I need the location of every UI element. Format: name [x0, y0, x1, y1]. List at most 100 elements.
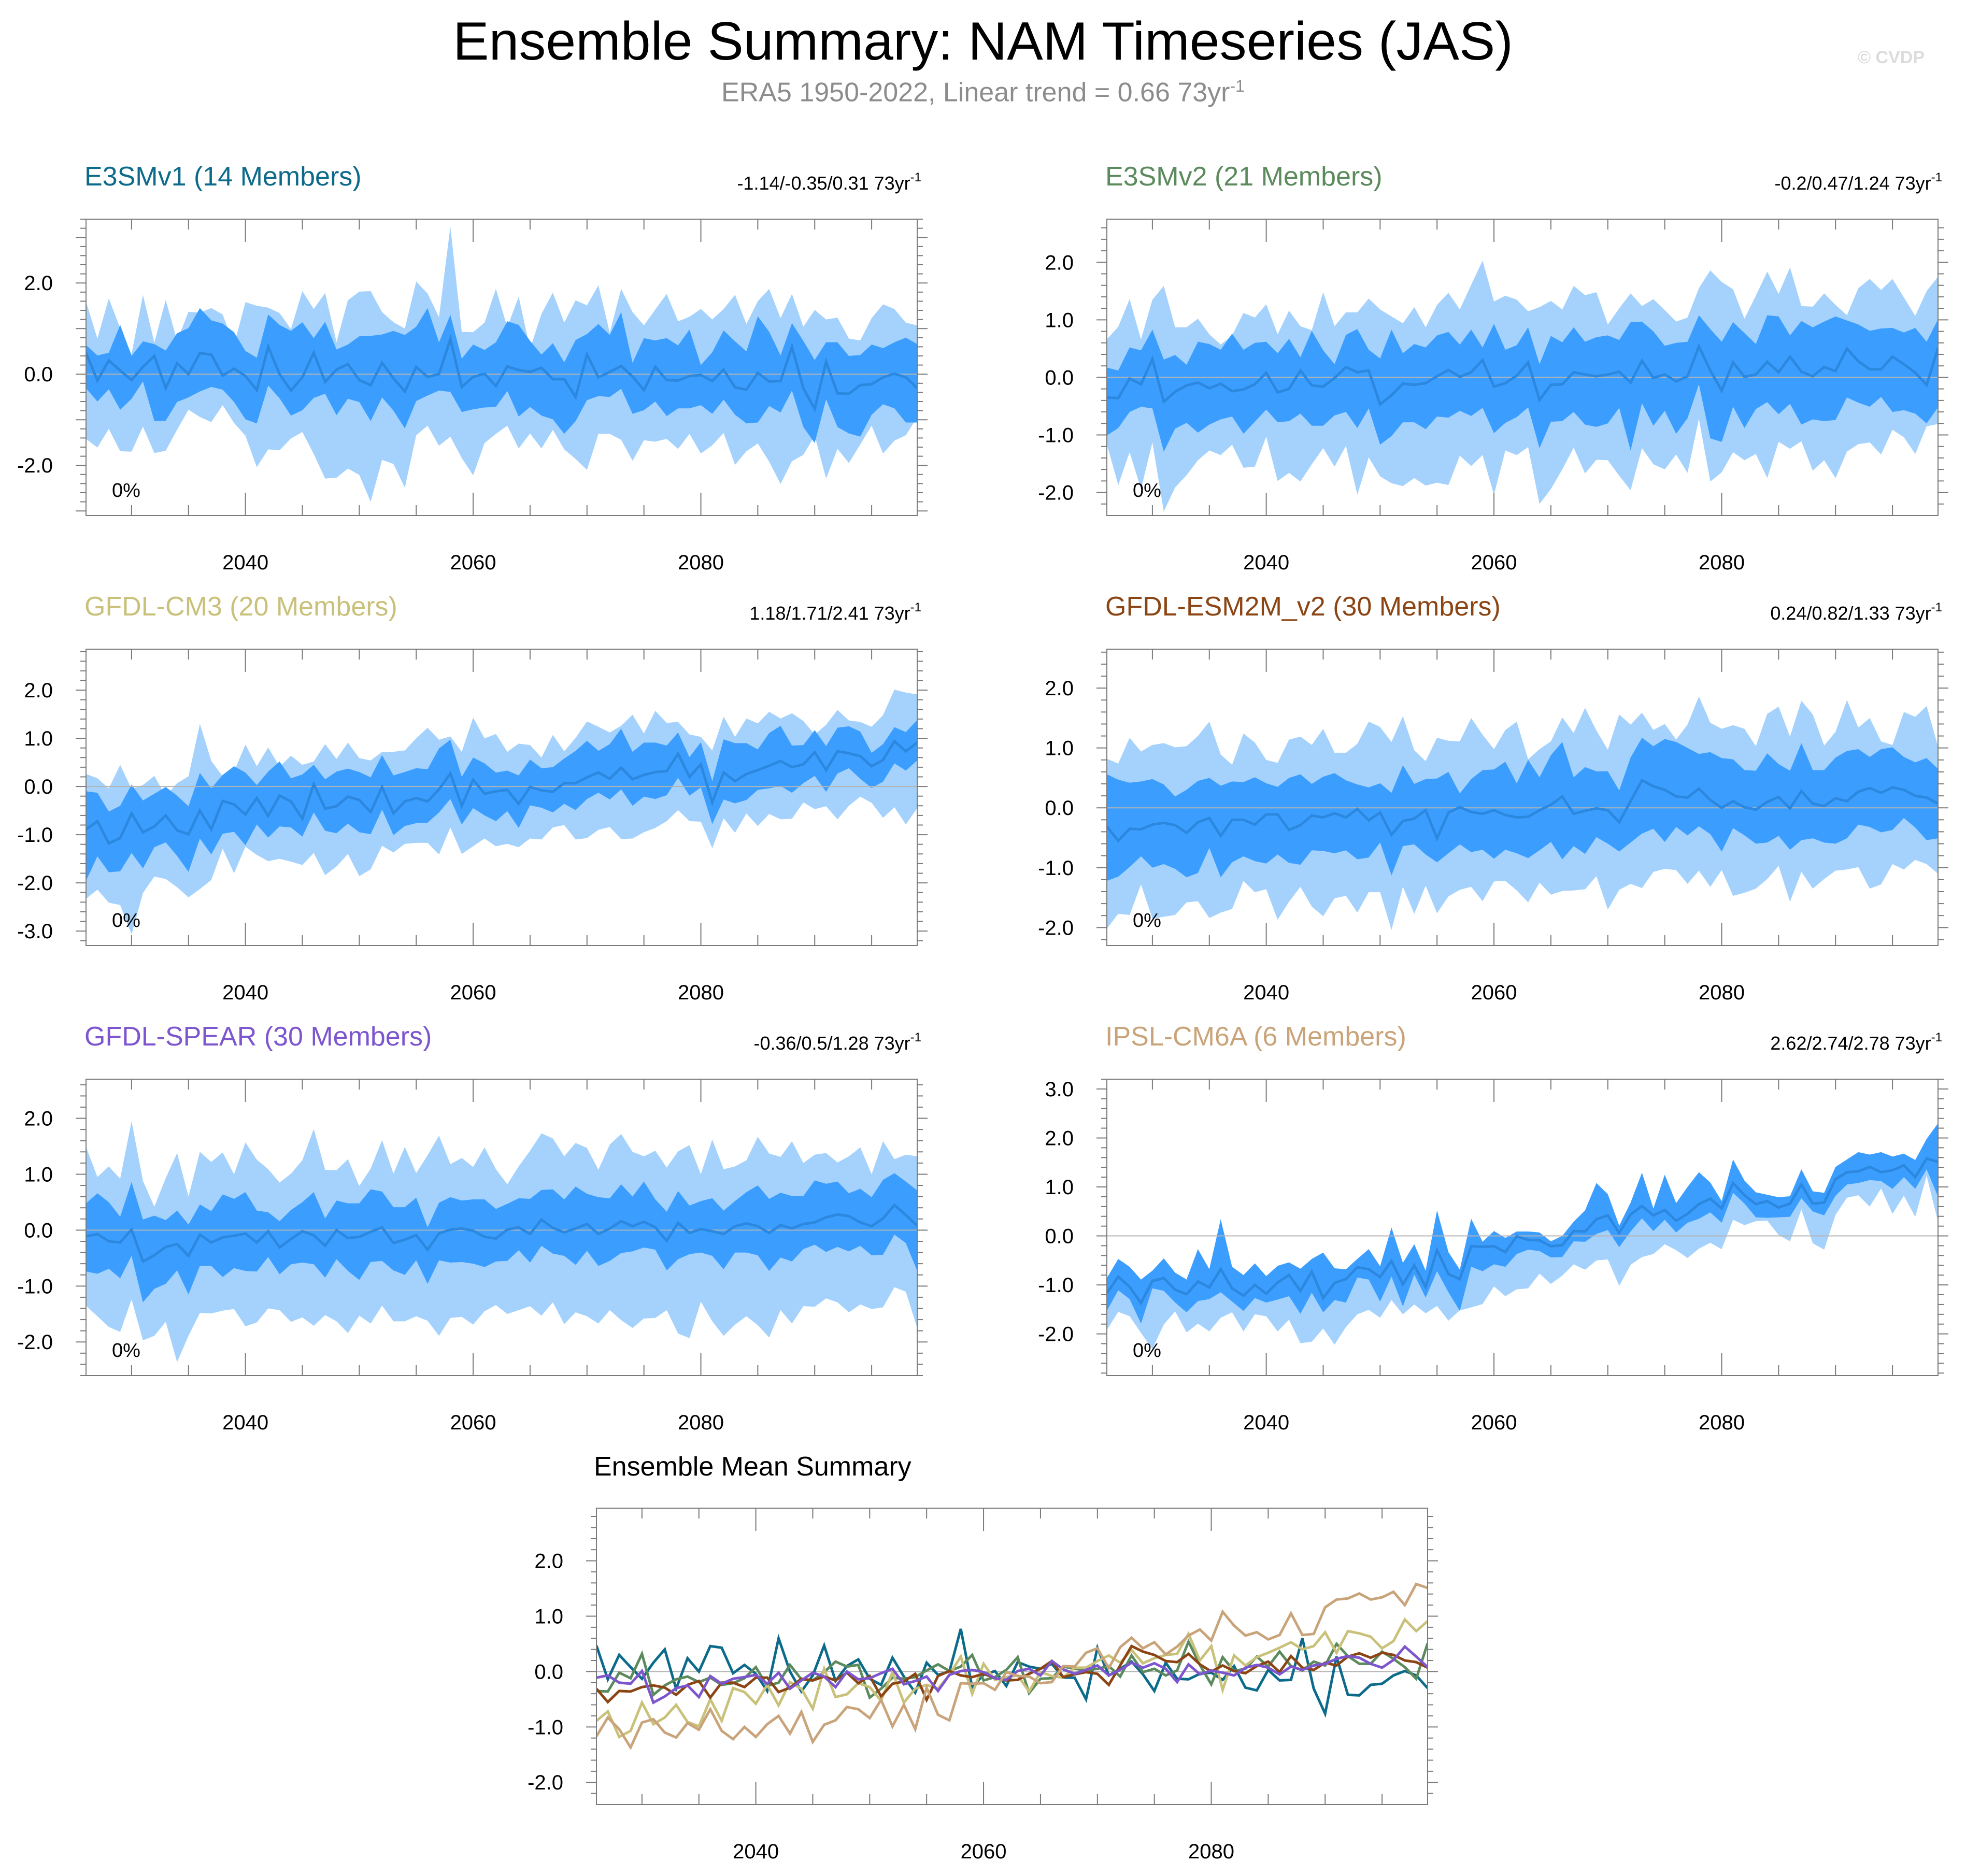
trend-label: 0.24/0.82/1.33 73yr-1	[1770, 600, 1942, 624]
y-tick-label: -2.0	[17, 454, 53, 477]
x-tick-label: 2040	[1243, 1411, 1289, 1434]
x-tick-label: 2080	[678, 981, 724, 1004]
percent-label: 0%	[112, 1340, 140, 1362]
y-tick-label: 1.0	[534, 1605, 563, 1628]
y-tick-label: 1.0	[1045, 1176, 1074, 1199]
trend-value: -1.14/-0.35/0.31 73yr	[737, 173, 910, 194]
x-tick-label: 2080	[1188, 1840, 1234, 1863]
panel-2: GFDL-CM3 (20 Members) 1.18/1.71/2.41 73yr…	[17, 592, 928, 1004]
panel-5: IPSL-CM6A (6 Members) 2.62/2.74/2.78 73yr…	[1038, 1022, 1948, 1434]
y-tick-label: -1.0	[17, 824, 53, 847]
x-tick-label: 2040	[222, 1411, 268, 1434]
y-tick-label: -1.0	[1038, 857, 1074, 880]
panel-title: E3SMv1 (14 Members)	[84, 162, 362, 192]
plot-frame	[1106, 649, 1939, 946]
x-tick-label: 2060	[450, 1411, 496, 1434]
ensemble-mean-line	[86, 334, 917, 412]
trend-value: -0.36/0.5/1.28 73yr	[753, 1033, 910, 1054]
x-tick-label: 2040	[222, 981, 268, 1004]
plot-area	[1107, 696, 1938, 930]
panel-6: Ensemble Mean Summary -2.0 -1.0 0.0 1.0 2.0 20…	[528, 1452, 1438, 1863]
subtitle-exponent: -1	[1230, 77, 1245, 95]
trend-label: 2.62/2.74/2.78 73yr-1	[1770, 1030, 1942, 1054]
trend-label: -0.36/0.5/1.28 73yr-1	[753, 1030, 921, 1054]
inner-spread-band	[1107, 1123, 1938, 1324]
x-tick-label: 2060	[1471, 551, 1517, 574]
y-tick-label: -2.0	[1038, 1323, 1074, 1346]
y-tick-label: -2.0	[1038, 482, 1074, 505]
plot-frame	[1106, 219, 1939, 516]
x-tick-label: 2040	[1243, 981, 1289, 1004]
plot-frame	[1106, 1079, 1939, 1376]
plot-frame	[86, 1079, 918, 1376]
panel-title: E3SMv2 (21 Members)	[1105, 162, 1383, 192]
x-tick-label: 2080	[1699, 981, 1745, 1004]
x-tick-label: 2080	[1699, 551, 1745, 574]
plot-frame	[596, 1508, 1428, 1805]
y-tick-label: 1.0	[1045, 737, 1074, 760]
y-tick-label: 2.0	[1045, 251, 1074, 274]
trend-exponent: -1	[910, 600, 921, 614]
ensemble-mean-line	[1107, 778, 1938, 843]
inner-spread-band	[86, 1173, 917, 1302]
series-line-gfdl-cm3	[596, 1617, 1428, 1739]
y-tick-label: 1.0	[24, 1163, 53, 1186]
y-tick-label: 0.0	[24, 776, 53, 798]
y-tick-label: 1.0	[24, 727, 53, 750]
x-tick-label: 2060	[1471, 1411, 1517, 1434]
page-title: Ensemble Summary: NAM Timeseries (JAS)	[453, 11, 1513, 71]
trend-exponent: -1	[910, 1030, 921, 1044]
ensemble-mean-line	[86, 739, 917, 846]
y-tick-label: 2.0	[1045, 677, 1074, 700]
percent-label: 0%	[112, 910, 140, 932]
plot-area	[86, 1121, 917, 1363]
x-tick-label: 2060	[961, 1840, 1007, 1863]
panel-1: E3SMv2 (21 Members) -0.2/0.47/1.24 73yr -1…	[1038, 162, 1948, 574]
x-tick-label: 2080	[1699, 1411, 1745, 1434]
y-tick-label: -2.0	[17, 872, 53, 895]
y-tick-label: 2.0	[1045, 1127, 1074, 1150]
y-tick-label: -1.0	[1038, 424, 1074, 447]
y-tick-label: -1.0	[528, 1716, 563, 1739]
series-line-ipsl-cm6a	[596, 1582, 1428, 1751]
y-tick-label: 3.0	[1045, 1078, 1074, 1101]
plot-area	[1107, 1123, 1938, 1349]
y-tick-label: 2.0	[24, 272, 53, 295]
panel-title: Ensemble Mean Summary	[594, 1452, 911, 1482]
inner-spread-band	[1107, 315, 1938, 452]
inner-spread-band	[86, 720, 917, 881]
series-line-gfdl-spear	[596, 1644, 1428, 1705]
y-tick-label: -2.0	[528, 1771, 563, 1794]
y-tick-label: 0.0	[24, 1219, 53, 1242]
y-tick-label: -2.0	[1038, 916, 1074, 939]
y-tick-label: 0.0	[1045, 366, 1074, 389]
trend-value: -0.2/0.47/1.24 73yr	[1774, 173, 1931, 194]
x-tick-label: 2060	[1471, 981, 1517, 1004]
y-tick-label: 0.0	[24, 363, 53, 386]
y-tick-label: -3.0	[17, 920, 53, 943]
x-tick-label: 2080	[678, 1411, 724, 1434]
page-subtitle: ERA5 1950-2022, Linear trend = 0.66 73yr…	[0, 77, 1966, 108]
trend-label: -1.14/-0.35/0.31 73yr-1	[737, 170, 921, 194]
plot-area	[86, 690, 917, 935]
y-tick-label: 2.0	[534, 1550, 563, 1573]
plot-frame	[86, 649, 918, 946]
panel-title: GFDL-SPEAR (30 Members)	[84, 1022, 432, 1052]
y-tick-label: -1.0	[1038, 1274, 1074, 1297]
x-tick-label: 2040	[733, 1840, 779, 1863]
y-tick-label: -2.0	[17, 1331, 53, 1354]
ensemble-mean-line	[86, 1203, 917, 1264]
trend-value: 2.62/2.74/2.78 73yr	[1770, 1033, 1931, 1054]
x-tick-label: 2080	[678, 551, 724, 574]
y-tick-label: 1.0	[1045, 309, 1074, 332]
subtitle-text: ERA5 1950-2022, Linear trend = 0.66 73yr	[721, 77, 1230, 108]
trend-exponent: -1	[1931, 600, 1942, 614]
percent-label: 0%	[1133, 480, 1161, 502]
inner-spread-band	[1107, 738, 1938, 881]
series-line-gfdl-esm2m_v2	[596, 1644, 1428, 1704]
plot-area	[596, 1582, 1428, 1751]
x-tick-label: 2040	[1243, 551, 1289, 574]
trend-exponent: -1	[1931, 1030, 1942, 1044]
y-tick-label: -1.0	[17, 1275, 53, 1298]
